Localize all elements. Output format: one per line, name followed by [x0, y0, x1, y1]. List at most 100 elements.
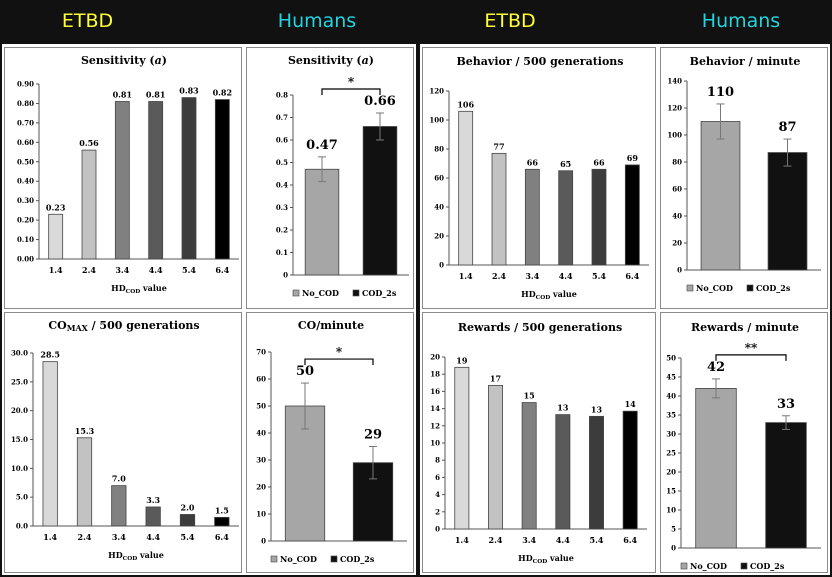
x-tick-label: 2.4 [78, 532, 92, 542]
y-tick-label: 0.6 [276, 136, 288, 145]
bar [454, 366, 470, 530]
legend-label-no-cod: No_COD [280, 554, 317, 564]
data-label: 0.82 [213, 88, 232, 98]
significance-bracket [715, 354, 787, 361]
y-tick-label: 10 [430, 439, 440, 448]
data-label: 28.5 [40, 350, 59, 360]
data-label: 29 [364, 428, 382, 443]
y-tick-label: 30 [666, 430, 676, 439]
bar [179, 514, 196, 527]
y-tick-label: 30.0 [11, 349, 28, 358]
y-tick-label: 35 [666, 411, 676, 420]
y-tick-label: 120 [429, 87, 444, 96]
y-tick-label: 0.4 [276, 181, 288, 190]
bar [181, 97, 197, 260]
data-label: 0.56 [79, 138, 99, 148]
bar [589, 415, 604, 530]
significance-marker: * [336, 345, 343, 359]
y-tick-label: 140 [667, 77, 682, 86]
data-label: 1.5 [215, 505, 229, 515]
bar [76, 437, 93, 527]
data-label: 15.3 [75, 426, 95, 436]
y-tick-label: 5 [671, 525, 676, 534]
panel-behavior-etbd: Behavior / 500 generations 0 20 40 60 80 100 12… [422, 47, 656, 309]
x-axis-label: HDCOD value [521, 289, 577, 301]
legend-swatch-no-cod [680, 562, 688, 570]
y-tick-label: 70 [256, 348, 266, 357]
bar [114, 101, 130, 260]
y-tick-label: 0.2 [276, 226, 288, 235]
x-tick-label: 1.4 [459, 271, 473, 281]
data-label: 0.66 [364, 94, 396, 109]
y-tick-label: 20 [672, 239, 682, 248]
legend-label-no-cod: No_COD [696, 283, 733, 293]
y-tick-label: 0 [261, 537, 266, 546]
bar [362, 126, 398, 276]
bar [695, 388, 737, 549]
x-tick-label: 1.4 [43, 532, 57, 542]
y-tick-label: 0 [677, 266, 682, 275]
y-tick-label: 100 [429, 116, 444, 125]
data-label: 0.83 [179, 86, 199, 96]
significance-marker: ** [745, 341, 758, 355]
legend-swatch-cod-2s [740, 562, 748, 570]
y-tick-label: 8 [435, 456, 440, 465]
chart-title: CO/minute [298, 319, 364, 332]
data-label: 7.0 [112, 474, 126, 484]
bar [491, 152, 507, 266]
y-tick-label: 45 [666, 373, 676, 382]
y-tick-label: 0.7 [276, 113, 288, 122]
y-tick-label: 25 [666, 449, 676, 458]
x-tick-label: 3.4 [522, 535, 536, 545]
y-tick-label: 0 [283, 271, 288, 280]
y-tick-label: 0.80 [17, 99, 34, 108]
y-tick-label: 0.10 [17, 235, 34, 244]
chart-co-etbd: COMAX / 500 generations 0.0 5.0 10.0 15.0 20.… [11, 319, 239, 562]
bar [622, 410, 638, 530]
chart-title: Behavior / minute [690, 55, 801, 68]
y-tick-label: 0.20 [17, 216, 34, 225]
legend-label-no-cod: No_COD [302, 288, 339, 298]
bar [48, 213, 64, 260]
y-tick-label: 0.30 [17, 196, 34, 205]
y-tick-label: 0.3 [276, 203, 288, 212]
y-tick-label: 20 [430, 353, 440, 362]
panel-sensitivity-etbd: Sensitivity (a) 0.00 0.10 0.20 0.30 0.40 0.50 0… [4, 47, 242, 309]
y-tick-label: 6 [435, 473, 440, 482]
bar [111, 485, 127, 527]
data-label: 0.23 [46, 202, 66, 212]
y-tick-label: 0.90 [17, 80, 34, 89]
bar [524, 168, 540, 266]
x-tick-label: 5.4 [181, 532, 195, 542]
bar [700, 121, 741, 271]
data-label: 110 [707, 85, 734, 100]
y-tick-label: 20.0 [11, 406, 28, 415]
data-label: 13 [557, 403, 569, 413]
data-label: 3.3 [146, 495, 160, 505]
x-tick-label: 3.4 [112, 532, 126, 542]
legend-label-cod-2s: COD_2s [362, 288, 397, 298]
panel-co-humans: CO/minute 0 10 20 30 40 50 60 70 50 29 * No_COD COD_2… [246, 312, 414, 573]
y-tick-label: 20 [434, 232, 444, 241]
x-tick-label: 5.4 [592, 271, 606, 281]
data-label: 50 [296, 364, 314, 379]
data-label: 42 [707, 360, 725, 375]
legend-swatch-no-cod [686, 284, 694, 292]
data-label: 77 [493, 141, 504, 151]
y-tick-label: 20 [256, 483, 266, 492]
y-tick-label: 100 [667, 131, 682, 140]
y-tick-label: 0.1 [276, 248, 288, 257]
legend-swatch-cod-2s [746, 284, 754, 292]
chart-rewards-etbd: Rewards / 500 generations 0 2 4 6 8 10 12 14 16 18… [430, 321, 647, 565]
y-tick-label: 25.0 [11, 377, 28, 386]
y-tick-label: 30 [256, 456, 266, 465]
legend-swatch-cod-2s [352, 289, 360, 297]
x-tick-label: 5.4 [182, 265, 196, 275]
legend-swatch-no-cod [270, 555, 278, 563]
significance-bracket [304, 358, 374, 366]
data-label: 69 [627, 153, 639, 163]
chart-title: Behavior / 500 generations [457, 55, 624, 68]
y-tick-label: 0.00 [17, 255, 34, 264]
panel-rewards-humans: Rewards / minute 0 5 10 15 20 25 30 35 40 45 50 42 33… [660, 312, 828, 573]
y-tick-label: 5.0 [16, 493, 28, 502]
